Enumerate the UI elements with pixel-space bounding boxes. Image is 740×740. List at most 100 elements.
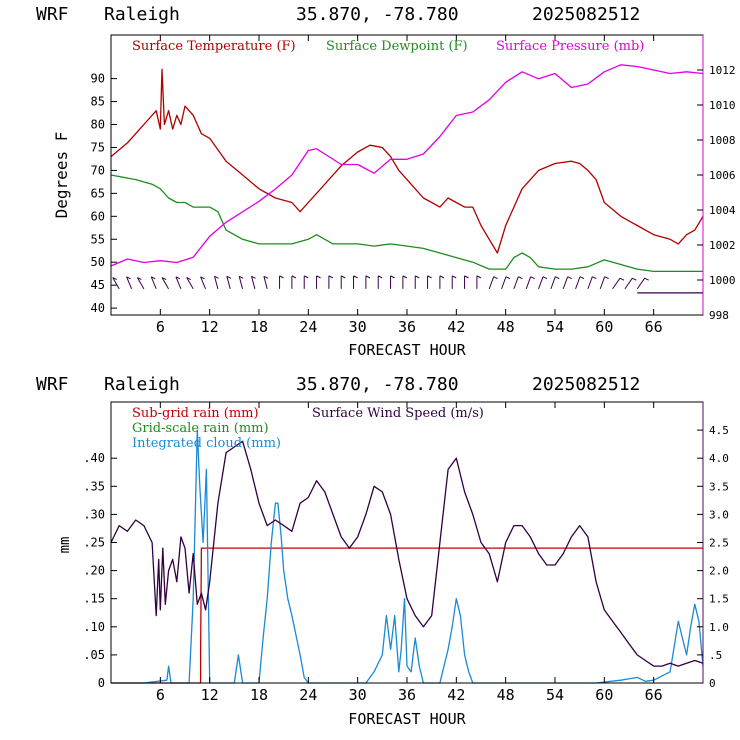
wind-barb-flag <box>505 276 511 280</box>
wind-barb <box>575 276 581 290</box>
wind-barb-flag <box>530 276 535 280</box>
x-tick-label: 30 <box>349 318 367 336</box>
top-header-station: Raleigh <box>104 4 180 25</box>
wind-barb-flag <box>112 277 117 281</box>
wind-barb-flag <box>390 275 395 279</box>
y-tick-label: 60 <box>91 209 105 223</box>
surface-dewpoint-line <box>110 174 703 273</box>
y-tick-label: 90 <box>91 72 105 86</box>
wind-barb-flag <box>619 277 625 281</box>
wind-barb <box>186 277 194 290</box>
top-header-init: 2025082512 <box>532 4 640 25</box>
y2-tick-label: 998 <box>709 309 729 322</box>
x-tick-label: 6 <box>156 686 165 704</box>
wind-barb-flag <box>226 275 232 279</box>
x-tick-label: 60 <box>595 686 613 704</box>
x-tick-label: 24 <box>299 686 317 704</box>
bottom-y2-ticks: 0 .5 1.0 1.5 2.0 2.5 3.0 3.5 4.0 4.5 <box>697 424 729 690</box>
wind-barb <box>488 276 495 290</box>
x-tick-label: 24 <box>299 318 317 336</box>
wind-barb-flag <box>365 275 371 279</box>
bottom-header-station: Raleigh <box>104 374 180 395</box>
wind-barb-flag <box>579 276 585 280</box>
wind-barb-flag <box>263 275 269 279</box>
bottom-y-axis-label: mm <box>57 537 73 554</box>
wind-barb-flag <box>555 276 560 280</box>
x-tick-label: 66 <box>645 318 663 336</box>
legend-subgrid-rain: Sub-grid rain (mm) <box>132 406 259 421</box>
x-tick-label: 66 <box>645 686 663 704</box>
y2-tick-label: 1006 <box>709 169 736 182</box>
wind-barb-flag <box>214 275 219 279</box>
wind-barb <box>226 276 231 289</box>
bottom-x-axis-label: FORECAST HOUR <box>348 710 466 728</box>
top-x-ticks: 6 12 18 24 30 36 42 48 54 60 66 <box>156 35 663 336</box>
wind-barb-flag <box>303 275 309 279</box>
wind-barb-flag <box>291 275 297 279</box>
wind-barb <box>126 276 133 290</box>
wind-barb-flag <box>604 276 609 280</box>
bottom-y-ticks: 0 .05 .10 .15 .20 .25 .30 .35 .40 <box>83 451 117 690</box>
wind-barb-flag <box>476 275 482 279</box>
wind-barb-flag <box>353 275 358 279</box>
y-tick-label: .05 <box>83 648 105 662</box>
y-tick-label: 45 <box>91 278 105 292</box>
wind-barb <box>136 277 145 290</box>
y2-tick-label: 1012 <box>709 64 736 77</box>
wind-barb <box>538 276 544 290</box>
top-y-ticks: 40 45 50 55 60 65 70 75 80 85 90 <box>91 72 117 315</box>
top-y2-ticks: 998 1000 1002 1004 1006 1008 1010 1012 <box>697 64 736 322</box>
y-tick-label: 65 <box>91 186 105 200</box>
wind-barb <box>161 277 169 290</box>
wind-barb-flag <box>126 276 131 280</box>
y-tick-label: 50 <box>91 255 105 269</box>
wind-barb <box>599 276 606 290</box>
x-tick-label: 54 <box>546 318 564 336</box>
bottom-series-layer <box>110 429 704 684</box>
wind-barb-flag <box>175 276 181 280</box>
legend-surface-temperature: Surface Temperature (F) <box>132 39 296 54</box>
y-tick-label: .40 <box>83 451 105 465</box>
x-tick-label: 6 <box>156 318 165 336</box>
y-tick-label: .35 <box>83 479 105 493</box>
legend-surface-pressure: Surface Pressure (mb) <box>496 39 644 54</box>
wind-barb <box>624 277 633 290</box>
wind-barb-flag <box>542 276 548 280</box>
x-tick-label: 12 <box>201 686 219 704</box>
wind-barb <box>612 277 621 290</box>
x-tick-label: 42 <box>447 686 465 704</box>
wind-barb-flag <box>238 275 244 279</box>
y2-tick-label: 4.0 <box>709 452 729 465</box>
legend-integrated-cloud: Integrated cloud (mm) <box>132 436 281 451</box>
y2-tick-label: 3.0 <box>709 508 729 521</box>
wind-barb <box>200 276 207 290</box>
y2-tick-label: 1002 <box>709 239 736 252</box>
top-header: WRF Raleigh 35.870, -78.780 2025082512 <box>36 4 640 25</box>
wind-barb-flag <box>161 277 167 281</box>
wind-barb <box>513 276 519 290</box>
wind-barb-flag <box>427 275 432 279</box>
wind-barb-flag <box>464 275 469 279</box>
y-tick-label: 80 <box>91 118 105 132</box>
wind-barb <box>525 276 532 290</box>
y2-tick-label: 1008 <box>709 134 736 147</box>
x-tick-label: 18 <box>250 686 268 704</box>
y2-tick-label: .5 <box>709 649 722 662</box>
y2-tick-label: 4.5 <box>709 424 729 437</box>
wind-barb <box>112 277 120 290</box>
bottom-header-coords: 35.870, -78.780 <box>296 374 459 395</box>
y2-tick-label: 1.5 <box>709 593 729 606</box>
wind-barb-flag <box>328 275 334 279</box>
wind-barb <box>636 277 646 290</box>
x-tick-label: 36 <box>398 318 416 336</box>
wind-barb <box>214 276 219 289</box>
wind-barb-flag <box>518 276 523 280</box>
x-tick-label: 48 <box>497 686 515 704</box>
y2-tick-label: 1004 <box>709 204 736 217</box>
y-tick-label: .10 <box>83 620 105 634</box>
wind-barb-flag <box>592 276 597 280</box>
y-tick-label: 40 <box>91 301 105 315</box>
x-tick-label: 18 <box>250 318 268 336</box>
temperature-panel: 6 12 18 24 30 36 42 48 54 60 66 40 45 50 55 60 65 70 75 80… <box>52 34 736 359</box>
